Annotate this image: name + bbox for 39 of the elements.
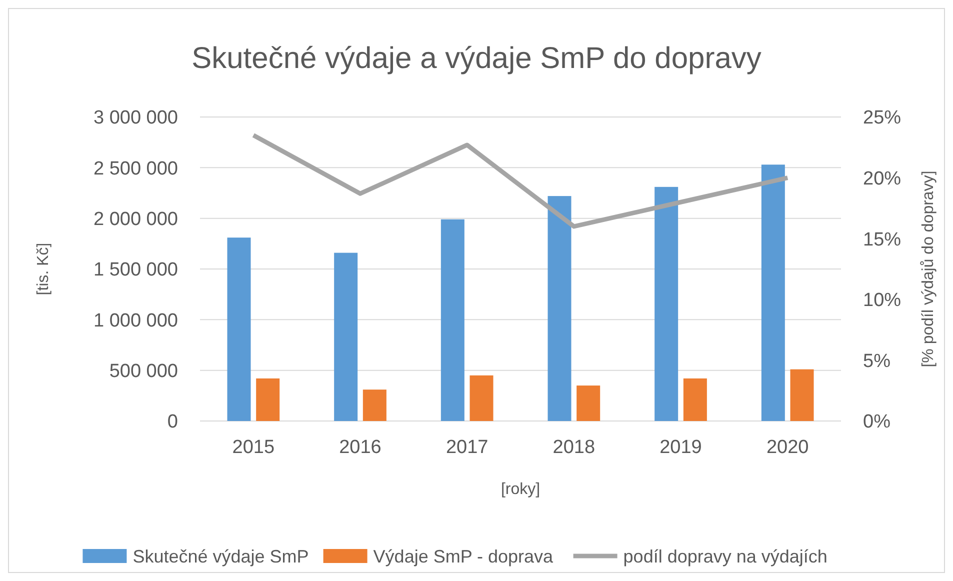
bar [334,252,358,421]
legend-label: podíl dopravy na výdajích [623,546,828,566]
bar [683,378,707,421]
bar [362,390,386,421]
bar [440,219,464,421]
bar [654,186,678,421]
y-tick-label: 1 500 000 [93,260,178,281]
y-tick-label: 1 000 000 [93,310,178,332]
x-tick-label: 2017 [446,437,488,458]
x-tick-label: 2018 [552,437,596,458]
x-tick-label: 2020 [766,437,809,458]
x-axis-title: [roky] [500,481,540,498]
bar [548,196,572,421]
x-tick-label: 2016 [339,437,382,458]
y2-tick-label: 25% [863,108,902,129]
legend-label: Skutečné výdaje SmP [132,546,309,566]
legend-label: Výdaje SmP - doprava [373,546,554,566]
y-tick-label: 2 000 000 [93,208,178,230]
x-tick-label: 2019 [660,437,702,458]
bar [761,164,785,421]
y-tick-label: 0 [167,412,178,433]
bar [470,375,494,421]
y-tick-label: 2 500 000 [93,158,178,180]
chart-title: Skutečné výdaje a výdaje SmP do dopravy [192,42,762,75]
y2-tick-label: 0% [863,412,891,433]
y-tick-label: 500 000 [109,360,178,382]
y-axis-title: [tis. Kč] [35,242,52,296]
bar [256,378,280,421]
y2-tick-label: 20% [863,168,902,190]
bar [576,386,600,421]
line-series [251,132,790,229]
y2-tick-label: 5% [863,350,891,372]
bar [227,238,251,421]
y2-axis-title: [% podíl výdajů do dopravy] [920,170,937,368]
y2-tick-label: 15% [863,229,902,250]
y-tick-label: 3 000 000 [93,108,178,129]
x-tick-label: 2015 [232,437,275,458]
bar [790,369,814,421]
y2-tick-label: 10% [863,290,902,312]
